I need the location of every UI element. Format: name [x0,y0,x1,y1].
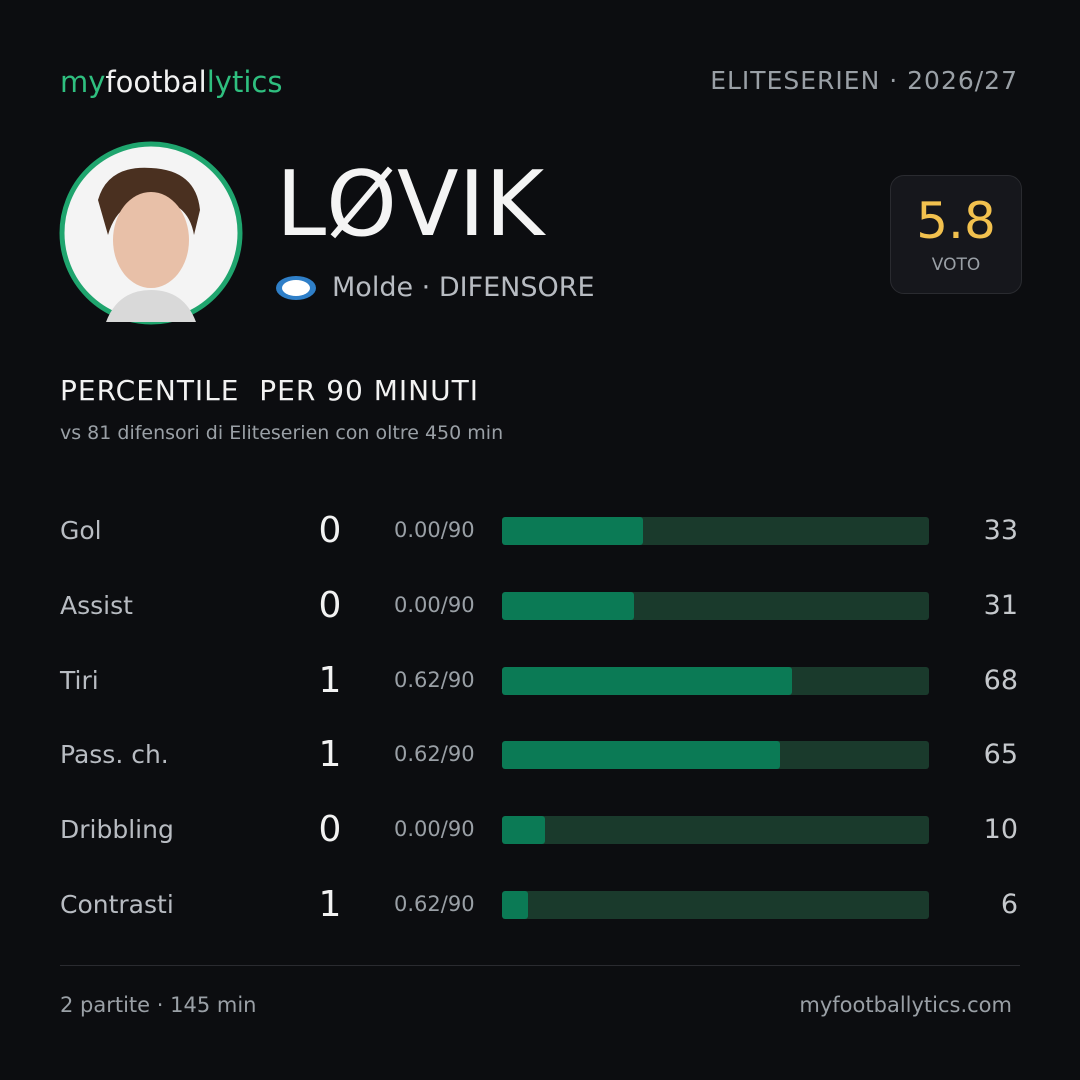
bar [502,666,793,695]
stat-count: 1 [318,734,342,776]
bar-track [502,816,929,845]
stat-per90: 0.62/90 [394,667,475,692]
stat-label: Assist [60,590,133,620]
stat-percentile: 6 [1000,889,1018,920]
stat-percentile: 33 [983,515,1018,546]
stat-percentile: 10 [983,814,1018,846]
bar-track [502,591,929,620]
stat-count: 0 [318,510,342,551]
logo-part: footbal [105,65,207,99]
bar [502,517,643,545]
stat-per90: 0.00/90 [394,592,475,617]
stat-percentile: 65 [983,739,1018,771]
logo-part: my [60,65,106,99]
stat-per90: 0.00/90 [394,817,475,842]
rating-label: VOTO [931,255,981,275]
footer-site: myfootballytics.com [799,993,1012,1017]
section-subtitle: vs 81 difensori di Eliteserien con oltre… [60,422,504,444]
bar-track [502,891,929,919]
stat-percentile: 31 [983,589,1018,621]
stat-count: 0 [318,809,342,851]
rating: 5.8 [916,192,996,250]
club-role: Molde · DIFENSORE [332,272,595,303]
bar [502,591,635,620]
stat-per90: 0.00/90 [394,518,475,542]
bar-track [502,517,929,545]
bar [502,816,545,845]
bar [502,891,528,919]
club-badge [276,276,316,300]
stat-label: Gol [60,516,102,545]
stat-label: Dribbling [60,815,174,845]
stat-percentile: 68 [983,664,1018,696]
player-name: LØVIK [276,152,545,257]
stat-count: 0 [318,584,342,626]
logo-part: lytics [206,65,283,99]
logo: myfootballytics [60,68,282,97]
stat-per90: 0.62/90 [394,742,475,767]
stat-count: 1 [318,884,342,925]
bar-track [502,666,929,695]
bar-track [502,741,929,770]
bar [502,741,780,770]
stat-label: Contrasti [60,890,174,919]
stat-label: Pass. ch. [60,740,169,770]
rating-box: 5.8 VOTO [890,175,1022,294]
section-title: PERCENTILE PER 90 MINUTI [60,374,479,407]
footer-summary: 2 partite · 145 min [60,993,257,1017]
stat-per90: 0.62/90 [394,892,475,916]
stat-label: Tiri [60,665,99,695]
league: ELITESERIEN [710,66,881,95]
season: · 2026/27 [889,66,1018,95]
divider [60,965,1020,966]
league-info: ELITESERIEN · 2026/27 [710,68,1018,93]
stat-count: 1 [318,659,342,701]
avatar [59,141,243,325]
